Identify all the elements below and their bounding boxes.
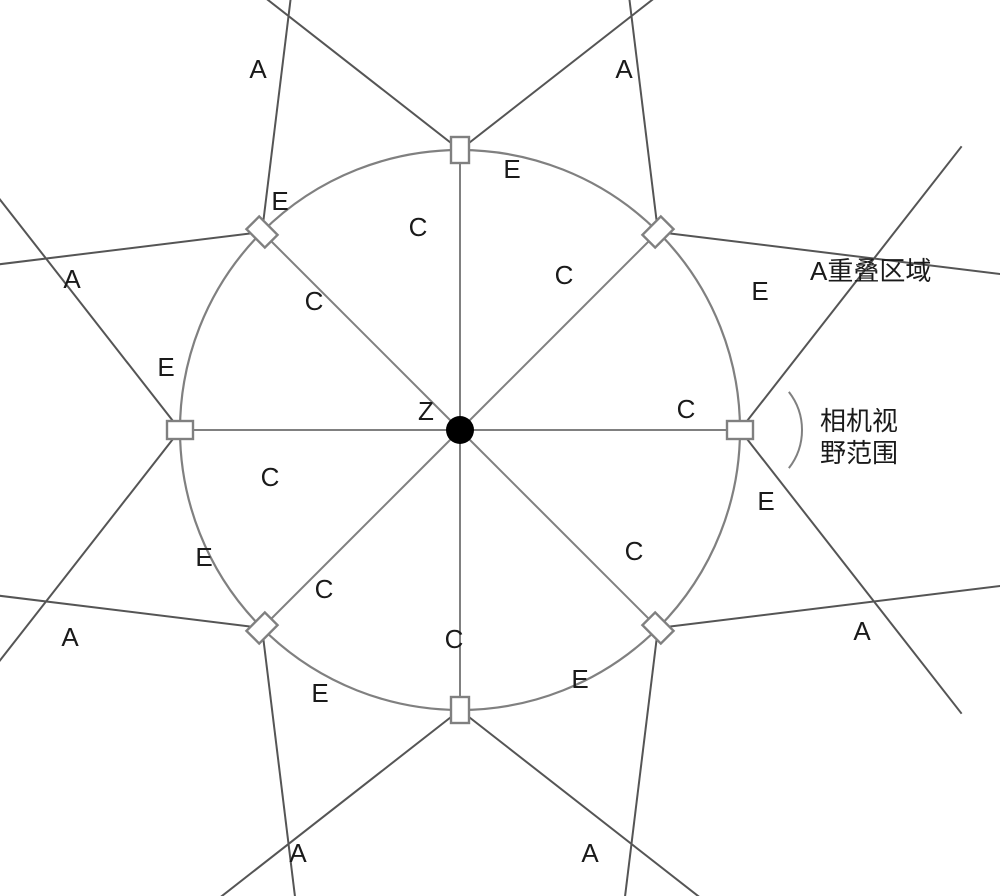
label-E: E: [751, 276, 768, 306]
label-E: E: [311, 678, 328, 708]
label-E: E: [757, 486, 774, 516]
fov-edge-ray: [0, 232, 262, 276]
label-C: C: [625, 536, 644, 566]
label-E: E: [195, 542, 212, 572]
fov-edge-ray: [740, 430, 962, 714]
label-A: A: [581, 838, 599, 868]
center-group: Z: [418, 396, 474, 444]
spoke: [262, 430, 460, 628]
label-C: C: [409, 212, 428, 242]
camera-node: [167, 421, 193, 439]
fov-edge-ray: [658, 584, 1000, 628]
camera-array-diagram: Z A A A A A A A E E E E E E E E C C C C C C C C A重叠区域相机视野范围: [0, 0, 1000, 896]
label-E: E: [271, 186, 288, 216]
fov-edge-ray: [0, 146, 180, 430]
fov-edge-ray: [176, 0, 460, 150]
label-C: C: [445, 624, 464, 654]
label-E: E: [503, 154, 520, 184]
label-C: C: [305, 286, 324, 316]
fov-edge-ray: [0, 584, 262, 628]
spoke: [460, 430, 658, 628]
camera-icon: [451, 137, 469, 163]
fov-edge-ray: [460, 0, 744, 150]
label-A: A: [289, 838, 307, 868]
center-dot: [446, 416, 474, 444]
fov-edge-ray: [740, 146, 962, 430]
camera-icon: [167, 421, 193, 439]
fov-edge-ray: [0, 430, 180, 714]
camera-node: [451, 137, 469, 163]
label-C: C: [555, 260, 574, 290]
label-A: A: [853, 616, 871, 646]
svg-text:Z: Z: [418, 396, 434, 426]
legend-overlap-label: A重叠区域: [810, 256, 931, 286]
label-E: E: [571, 664, 588, 694]
label-C: C: [677, 394, 696, 424]
camera-icon: [451, 697, 469, 723]
camera-node: [451, 697, 469, 723]
label-E: E: [157, 352, 174, 382]
fov-edge-ray: [176, 710, 460, 896]
label-C: C: [261, 462, 280, 492]
label-A: A: [615, 54, 633, 84]
fov-arc-indicator: [789, 392, 802, 468]
labels-C: C C C C C C C C: [261, 212, 696, 654]
fov-edge-ray: [614, 0, 658, 232]
legend-fov-label-line1: 相机视: [820, 406, 898, 436]
fov-edge-ray: [460, 710, 744, 896]
label-A: A: [249, 54, 267, 84]
camera-icon: [727, 421, 753, 439]
label-A: A: [61, 622, 79, 652]
camera-node: [727, 421, 753, 439]
label-A: A: [63, 264, 81, 294]
label-C: C: [315, 574, 334, 604]
legend-group: A重叠区域相机视野范围: [789, 256, 931, 468]
legend-fov-label-line2: 野范围: [820, 438, 898, 468]
fov-edge-ray: [614, 628, 658, 896]
